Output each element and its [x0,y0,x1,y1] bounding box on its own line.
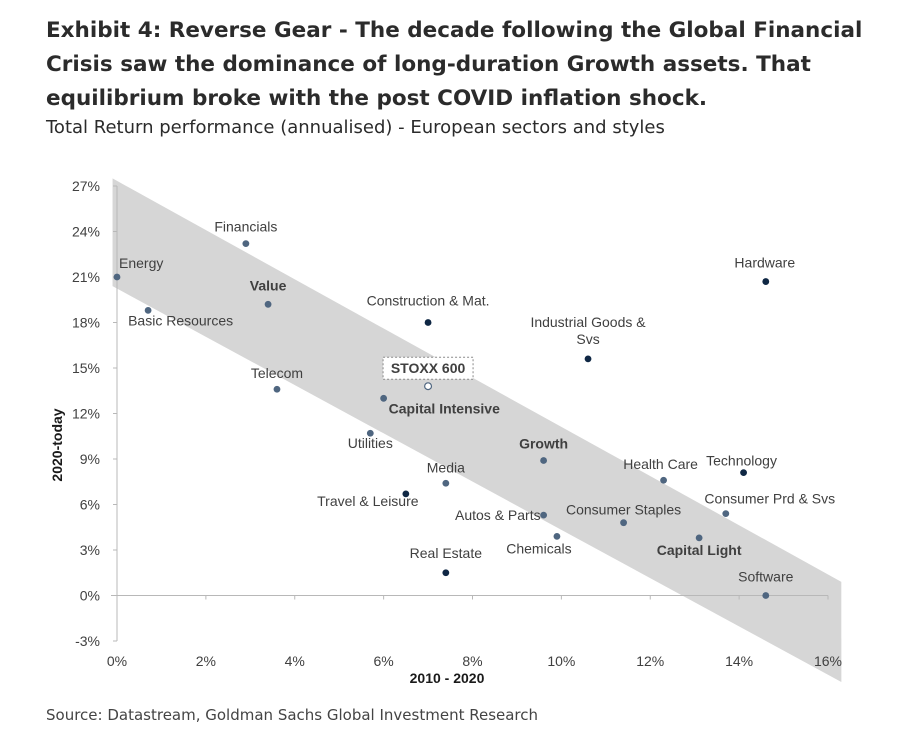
x-tick-label: 14% [725,653,753,669]
point-label: Consumer Prd & Svs [704,491,835,507]
x-tick-label: 6% [374,653,394,669]
scatter-point [540,511,547,519]
chart-subtitle: Total Return performance (annualised) - … [46,117,665,138]
point-label: Telecom [251,365,303,381]
point-label: STOXX 600 [391,360,466,376]
x-tick-label: 2% [196,653,216,669]
scatter-point [424,319,432,326]
scatter-point [660,476,667,484]
point-label: Chemicals [506,540,571,556]
data-points: Energy Basic Resources Financials Value Tele… [113,219,835,599]
point-label: Utilities [348,435,393,451]
x-tick-label: 0% [107,653,127,669]
x-tick-label: 4% [285,653,305,669]
point-label: Growth [519,436,568,452]
x-tick-label: 16% [814,653,842,669]
point-label: Media [427,459,465,475]
point-label: Capital Intensive [389,400,500,416]
x-axis: 0% 2% 4% 6% 8% 10% 12% 14% 16% [107,595,842,669]
y-tick-label: 12% [72,406,100,422]
scatter-point [402,490,410,498]
chart-title: Exhibit 4: Reverse Gear - The decade fol… [46,18,863,111]
scatter-point [264,300,272,308]
scatter-point [442,569,450,577]
point-label: Consumer Staples [566,502,681,518]
y-tick-label: 27% [72,178,100,194]
y-tick-label: 21% [72,269,100,285]
scatter-point [380,394,388,402]
point-label: Basic Resources [128,312,233,328]
highlight-box [382,356,474,380]
y-axis: -3% 0% 3% 6% 9% 12% 15% 18% 21% 24% 27% [72,178,118,649]
point-label: Financials [214,219,277,235]
y-tick-label: 6% [80,497,100,513]
scatter-point [695,534,703,542]
scatter-point [442,479,450,487]
scatter-point [740,469,747,477]
scatter-point [762,278,770,285]
x-tick-label: 8% [462,653,482,669]
scatter-point [540,457,547,464]
point-label: Energy [119,255,163,271]
point-label: Travel & Leisure [317,493,419,509]
point-label: Construction & Mat. [367,293,490,309]
source-note: Source: Datastream, Goldman Sachs Global… [46,706,539,724]
y-tick-label: 0% [80,588,100,604]
point-label: Capital Light [657,542,742,558]
y-tick-label: 3% [80,542,100,558]
scatter-point [366,429,374,437]
scatter-point [424,382,433,391]
point-label: Value [250,277,287,293]
y-tick-label: 24% [72,224,100,240]
scatter-point [584,355,592,363]
scatter-point [722,510,730,517]
scatter-point [273,385,281,393]
x-tick-label: 12% [636,653,664,669]
y-tick-label: 18% [72,315,100,331]
scatter-point [553,532,561,540]
scatter-point [620,519,627,527]
y-tick-label: 9% [80,451,100,467]
y-axis-label: 2020-today [49,408,65,481]
point-label: Hardware [734,255,795,271]
y-tick-label: 15% [72,360,100,376]
point-label: Real Estate [410,545,483,561]
point-label: Software [738,569,793,585]
scatter-point [113,273,121,281]
point-label: Technology [706,453,777,469]
x-axis-label: 2010 - 2020 [410,670,485,686]
y-tick-label: -3% [75,633,100,649]
performance-band [112,178,842,682]
point-label: Health Care [623,456,698,472]
point-label: Industrial Goods & Svs [530,314,646,347]
scatter-point [144,306,152,314]
point-label: Autos & Parts [455,507,541,523]
x-tick-label: 10% [547,653,575,669]
scatter-point [762,592,770,599]
scatter-point [242,240,250,248]
